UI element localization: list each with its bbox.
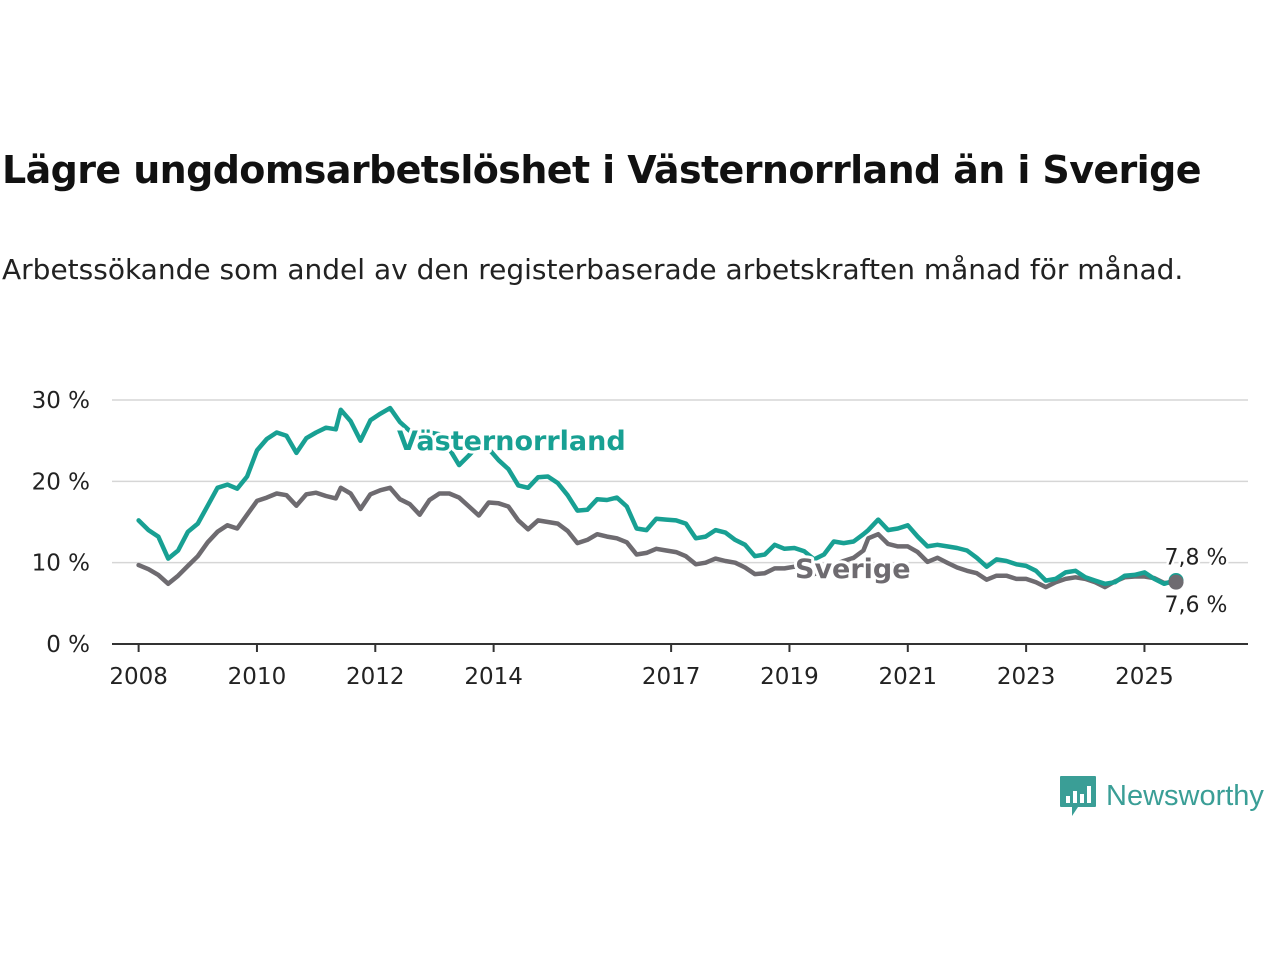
- chart-title: Lägre ungdomsarbetslöshet i Västernorrla…: [2, 148, 1201, 192]
- line-chart: 0 % 10 % 20 % 30 % 2008 2010 2012 2014 2017 2019 2…: [32, 388, 1248, 690]
- end-label-vasternorrland: 7,8 %: [1165, 546, 1228, 571]
- x-tick-label: 2019: [760, 664, 819, 690]
- x-tick-label: 2021: [879, 664, 938, 690]
- y-tick-label: 0 %: [46, 632, 90, 658]
- end-point-sverige: [1168, 574, 1184, 590]
- series-label-vasternorrland: Västernorrland: [397, 426, 626, 457]
- series-label-sverige: Sverige: [795, 554, 911, 585]
- y-tick-label: 20 %: [32, 469, 90, 495]
- x-tick-label: 2017: [642, 664, 701, 690]
- logo-text: Newsworthy: [1106, 779, 1264, 812]
- x-tick-label: 2010: [228, 664, 287, 690]
- x-tick-label: 2023: [997, 664, 1056, 690]
- series-line-sverige: [136, 485, 1177, 590]
- x-tick-label: 2008: [109, 664, 168, 690]
- x-tick-label: 2014: [464, 664, 523, 690]
- x-tick-label: 2012: [346, 664, 405, 690]
- end-label-sverige: 7,6 %: [1165, 593, 1228, 618]
- x-tick-label: 2025: [1115, 664, 1174, 690]
- newsworthy-chart-icon: [1060, 776, 1096, 816]
- series-line-västernorrland: [136, 405, 1177, 587]
- newsworthy-logo: Newsworthy: [1058, 774, 1264, 818]
- y-tick-label: 30 %: [32, 388, 90, 414]
- chart-subtitle: Arbetssökande som andel av den registerb…: [2, 253, 1184, 286]
- y-tick-label: 10 %: [32, 551, 90, 577]
